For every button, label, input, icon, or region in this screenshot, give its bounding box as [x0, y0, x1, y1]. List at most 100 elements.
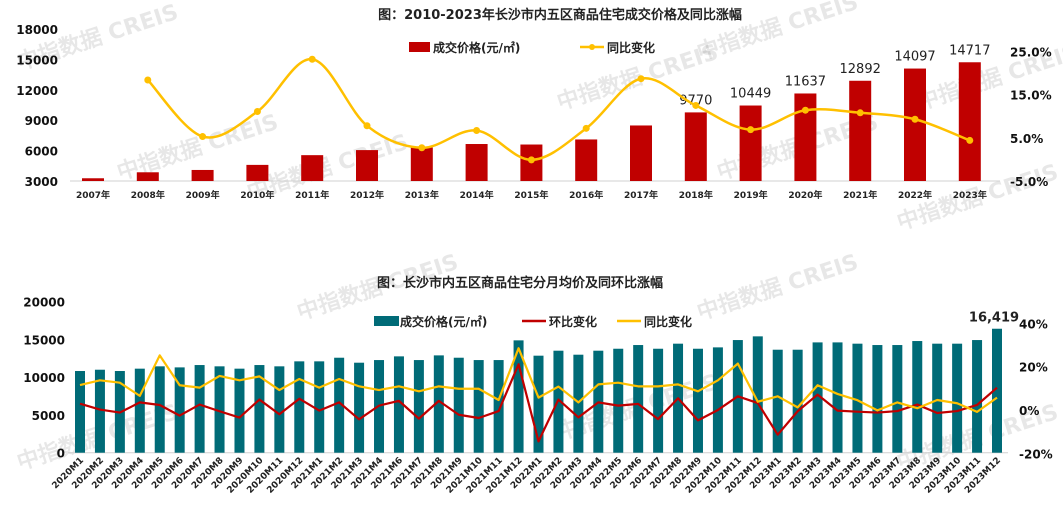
yoy-point	[473, 126, 481, 134]
bar-2023M6	[872, 345, 883, 453]
bar-2022M1	[533, 355, 544, 453]
chart2-title: 图：长沙市内五区商品住宅分月均价及同环比涨幅	[377, 275, 663, 291]
bar-2019年	[739, 105, 762, 181]
bar-2013年	[410, 147, 433, 181]
yoy-point	[527, 156, 535, 164]
bar-2023M3	[812, 342, 823, 453]
x-tick-label: 2013年	[405, 189, 439, 201]
bar-2010年	[246, 164, 269, 181]
bar-2023M10	[952, 343, 963, 453]
bar-2023M5	[852, 343, 863, 453]
x-tick-label: 2012年	[350, 189, 384, 201]
bar-2017年	[630, 125, 652, 181]
bar-2021M3	[354, 362, 365, 453]
data-label: 14097	[894, 50, 935, 65]
bar-2020M5	[154, 366, 165, 453]
bar-2009年	[191, 169, 214, 181]
bar-2021M11	[493, 360, 504, 453]
data-label: 10449	[730, 87, 771, 102]
bar-2022M3	[573, 354, 584, 453]
yoy-point	[856, 109, 864, 117]
bar-2018年	[684, 112, 707, 181]
chart2-plot: 05000100001500020000-20%0%20%40%2020M120…	[23, 296, 1052, 496]
bar-2023M4	[832, 342, 843, 453]
yoy-point	[637, 75, 645, 83]
x-tick-label: 2011年	[295, 189, 329, 201]
bar-2020M12	[294, 361, 305, 453]
bar-2020M8	[214, 366, 225, 453]
right-axis-tick: -5.0%	[1010, 175, 1048, 189]
bar-2022M9	[692, 348, 703, 453]
data-label: 11637	[785, 74, 826, 89]
bar-2021M7	[413, 360, 424, 453]
x-tick-label: 2017年	[624, 189, 658, 201]
bar-2021M6	[393, 356, 404, 453]
left-axis-tick: 20000	[23, 296, 65, 310]
x-tick-label: 2007年	[76, 189, 110, 201]
legend-yoy-label: 同比变化	[607, 40, 655, 55]
bar-2020M9	[234, 368, 245, 453]
right-axis-tick: 40%	[1019, 317, 1048, 331]
left-axis-tick: 3000	[25, 175, 58, 189]
bar-2020M2	[94, 369, 105, 453]
bar-2011年	[301, 155, 324, 181]
bar-2007年	[82, 178, 104, 181]
bar-2021M10	[473, 360, 484, 453]
yoy-point	[199, 133, 207, 141]
data-label: 16,419	[969, 311, 1019, 326]
bar-2022M6	[633, 345, 644, 453]
x-tick-label: 2018年	[679, 189, 713, 201]
bar-2023M9	[932, 343, 943, 453]
right-axis-tick: 5.0%	[1010, 132, 1043, 146]
x-tick-label: 2014年	[460, 189, 494, 201]
right-axis-tick: 25.0%	[1010, 46, 1052, 60]
x-tick-label: 2016年	[569, 189, 603, 201]
bar-2021年	[849, 80, 872, 181]
left-axis-tick: 10000	[23, 371, 65, 385]
chart1-plot: 3000 6000 9000 12000 15000 18000 -5.0% 5.0% 15.0…	[16, 23, 1051, 201]
bar-2021M9	[453, 357, 464, 453]
bar-2022M10	[712, 347, 723, 453]
watermark-text: 中指数据 CREIS	[694, 249, 862, 326]
bar-2016年	[575, 139, 598, 181]
x-tick-label: 2008年	[131, 189, 165, 201]
right-axis-tick: -20%	[1019, 447, 1053, 461]
bar-2022M7	[653, 348, 664, 453]
x-tick-label: 2010年	[240, 189, 274, 201]
left-axis-tick: 18000	[16, 23, 58, 37]
bar-2023年	[958, 62, 981, 182]
bar-2020M6	[174, 367, 185, 453]
bar-2021M1	[314, 361, 325, 453]
x-tick-label: 2015年	[514, 189, 548, 201]
bar-2022M5	[613, 348, 624, 453]
bar-2023M11	[972, 340, 983, 453]
legend-yoy-label: 同比变化	[644, 314, 692, 329]
chart1-legend: 成交价格(元/㎡) 同比变化	[409, 40, 655, 55]
bar-2023M12	[992, 328, 1002, 453]
yoy-point	[144, 76, 152, 84]
left-axis-tick: 5000	[32, 409, 65, 423]
yoy-line	[146, 58, 971, 162]
x-tick-label: 2023年	[953, 189, 987, 201]
legend-price-label: 成交价格(元/㎡)	[433, 40, 520, 55]
left-axis-tick: 15000	[23, 333, 65, 347]
yoy-point	[801, 106, 809, 114]
x-tick-label: 2019年	[734, 189, 768, 201]
bar-2020M7	[194, 365, 205, 453]
data-label: 12892	[840, 62, 881, 77]
bar-2023M1	[772, 349, 783, 453]
yoy-point	[308, 55, 316, 63]
bar-2020M10	[254, 365, 265, 453]
left-axis-tick: 12000	[16, 84, 58, 98]
left-axis-tick: 9000	[25, 114, 58, 128]
bar-2022年	[904, 68, 926, 181]
yoy-point	[692, 101, 700, 109]
yoy-point	[418, 144, 426, 152]
bar-2012年	[356, 150, 378, 181]
right-axis-tick: 0%	[1019, 404, 1039, 418]
left-axis-tick: 15000	[16, 53, 58, 67]
right-axis-tick: 15.0%	[1010, 89, 1052, 103]
mom-line	[79, 363, 998, 443]
x-tick-label: 2020年	[788, 189, 822, 201]
